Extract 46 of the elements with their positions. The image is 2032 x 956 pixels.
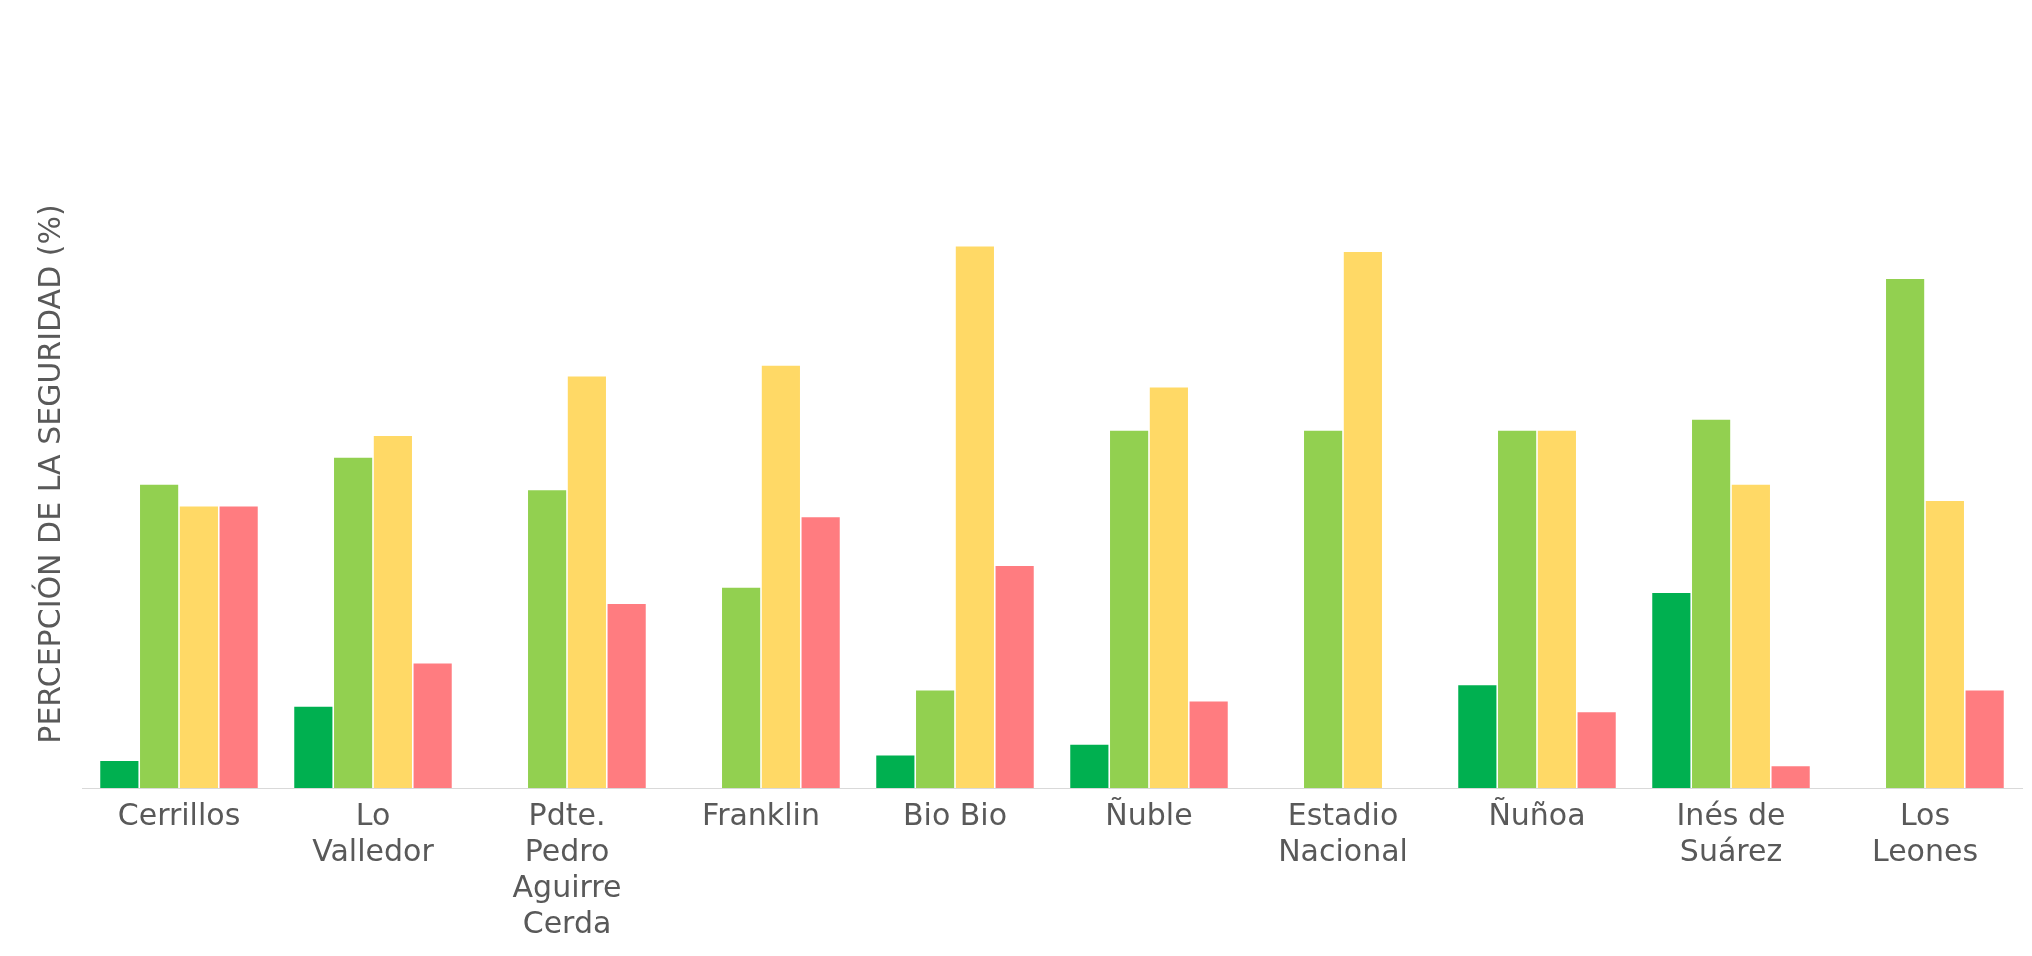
bar (995, 566, 1034, 788)
bar (1304, 430, 1343, 788)
bar (722, 587, 761, 788)
bar (801, 517, 840, 788)
x-tick-label: Franklin (702, 796, 820, 832)
bar (373, 436, 412, 788)
bar (876, 755, 915, 788)
bar (1692, 419, 1731, 788)
bar (1189, 701, 1228, 788)
x-tick-label: Pdte. Pedro Aguirre Cerda (512, 796, 622, 940)
bar (1771, 766, 1810, 788)
bar (761, 365, 800, 788)
bar (528, 490, 567, 788)
bar (140, 484, 179, 788)
x-tick-label: Inés de Suárez (1676, 796, 1786, 868)
x-tick-label: Lo Valledor (312, 796, 435, 868)
bar (1343, 252, 1382, 788)
bar (334, 457, 373, 788)
bar (1498, 430, 1537, 788)
bar (1965, 690, 2004, 788)
bar (607, 603, 646, 788)
x-tick-label: Los Leones (1871, 796, 1979, 868)
x-tick-label: Cerrillos (117, 796, 241, 832)
bar (1110, 430, 1149, 788)
y-axis-title: PERCEPCIÓN DE LA SEGURIDAD (%) (30, 204, 67, 744)
bar (1652, 593, 1691, 788)
bar (413, 663, 452, 788)
bar (179, 506, 218, 788)
bar (955, 246, 994, 788)
x-tick-label: Bio Bio (902, 796, 1008, 832)
bar (1458, 685, 1497, 788)
x-tick-label: Ñuñoa (1488, 796, 1586, 832)
bar (1537, 430, 1576, 788)
bar (219, 506, 258, 788)
bar (294, 706, 333, 788)
bar (1731, 484, 1770, 788)
bar (1070, 744, 1109, 788)
bar (100, 760, 139, 788)
bar (1577, 712, 1616, 788)
bar (1925, 501, 1964, 788)
bar (1886, 279, 1925, 788)
x-tick-label: Ñuble (1105, 796, 1193, 832)
bar (1149, 387, 1188, 788)
x-tick-label: Estadio Nacional (1278, 796, 1408, 868)
bar (916, 690, 955, 788)
bar (567, 376, 606, 788)
